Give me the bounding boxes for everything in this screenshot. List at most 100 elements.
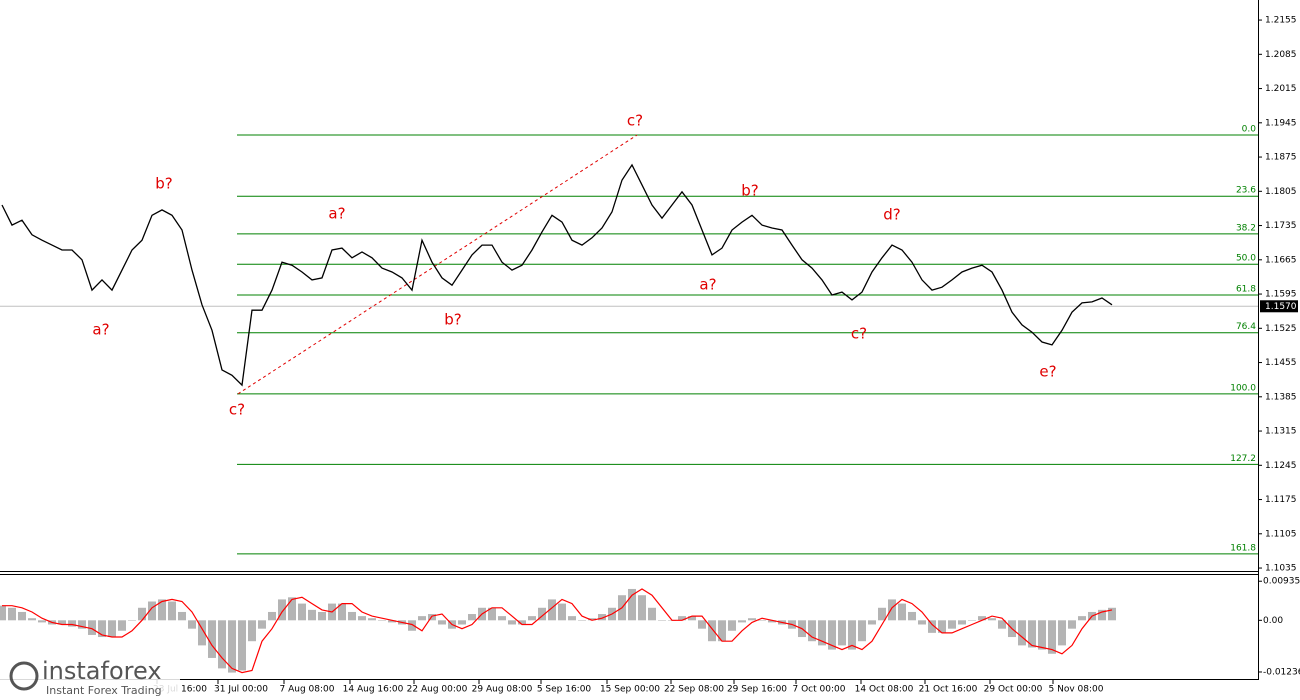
histogram-bar xyxy=(318,611,326,621)
histogram-bar xyxy=(208,620,216,658)
histogram-bar xyxy=(998,620,1006,629)
histogram-bar xyxy=(238,620,246,671)
wave-label: b? xyxy=(155,175,172,193)
wave-label: c? xyxy=(229,401,245,419)
histogram-bar xyxy=(348,611,356,621)
last-price-box xyxy=(1260,300,1298,313)
wave-label: a? xyxy=(92,321,109,339)
histogram-bar xyxy=(818,620,826,646)
osc-y-tick-label: 0.00 xyxy=(1263,616,1283,626)
y-tick-label: 1.1945 xyxy=(1265,118,1297,128)
histogram-bar xyxy=(8,607,16,621)
y-tick-label: 1.1665 xyxy=(1265,255,1297,265)
histogram-bar xyxy=(708,620,716,642)
wave-label: a? xyxy=(328,205,345,223)
histogram-bar xyxy=(278,599,286,621)
x-tick-label: 29 Aug 08:00 xyxy=(472,685,533,695)
y-tick-label: 1.1805 xyxy=(1265,187,1297,197)
histogram-bar xyxy=(718,620,726,642)
histogram-bar xyxy=(188,620,196,629)
histogram-bar xyxy=(1018,620,1026,646)
histogram-bar xyxy=(418,616,426,621)
histogram-bar xyxy=(858,620,866,642)
histogram-bar xyxy=(828,620,836,650)
histogram-bar xyxy=(0,605,6,621)
histogram-bar xyxy=(938,620,946,633)
histogram-bar xyxy=(408,620,416,631)
histogram-bar xyxy=(508,620,516,625)
histogram-bar xyxy=(288,597,296,621)
histogram-bar xyxy=(578,620,586,621)
y-tick-label: 1.2155 xyxy=(1265,16,1297,26)
histogram-bar xyxy=(58,620,66,625)
y-tick-label: 1.2085 xyxy=(1265,50,1297,60)
histogram-bar xyxy=(1068,620,1076,629)
histogram-bar xyxy=(368,618,376,621)
wave-label: c? xyxy=(851,325,867,343)
last-price-label: 1.1570 xyxy=(1265,302,1297,312)
wave-label: c? xyxy=(627,112,643,130)
histogram-bar xyxy=(198,620,206,646)
logo-tagline: Instant Forex Trading xyxy=(46,684,162,697)
x-tick-label: 15 Sep 00:00 xyxy=(600,685,660,695)
histogram-bar xyxy=(658,620,666,621)
y-tick-label: 1.1735 xyxy=(1265,221,1297,231)
histogram-bar xyxy=(218,620,226,669)
y-tick-label: 1.1595 xyxy=(1265,290,1297,300)
histogram-bar xyxy=(698,620,706,629)
histogram-bar xyxy=(108,620,116,638)
histogram-bar xyxy=(808,620,816,642)
histogram-bar xyxy=(758,620,766,621)
histogram-bar xyxy=(358,616,366,621)
histogram-bar xyxy=(338,603,346,621)
logo-icon xyxy=(9,661,39,691)
histogram-bar xyxy=(1098,609,1106,621)
wave-label: d? xyxy=(883,206,900,224)
x-tick-label: 31 Jul 00:00 xyxy=(214,685,268,695)
y-tick-label: 1.1525 xyxy=(1265,324,1297,334)
wave-label: e? xyxy=(1039,363,1056,381)
histogram-bar xyxy=(148,601,156,621)
histogram-bar xyxy=(688,616,696,621)
x-tick-label: 7 Aug 08:00 xyxy=(280,685,335,695)
histogram-bar xyxy=(548,599,556,621)
histogram-bar xyxy=(918,620,926,625)
y-tick-label: 1.1385 xyxy=(1265,392,1297,402)
fib-label: 50.0 xyxy=(1236,254,1256,264)
histogram-bar xyxy=(248,620,256,642)
fib-label: 38.2 xyxy=(1236,223,1256,233)
histogram-bar xyxy=(728,620,736,631)
x-tick-label: 14 Aug 16:00 xyxy=(343,685,404,695)
histogram-bar xyxy=(518,620,526,625)
y-tick-label: 1.1875 xyxy=(1265,153,1297,163)
histogram-bar xyxy=(168,601,176,621)
x-tick-label: 22 Aug 00:00 xyxy=(407,685,468,695)
logo-name: instaforex xyxy=(42,657,162,685)
histogram-bar xyxy=(18,611,26,621)
x-tick-label: 29 Oct 00:00 xyxy=(984,685,1043,695)
histogram-bar xyxy=(768,620,776,623)
fib-label: 100.0 xyxy=(1230,383,1256,393)
x-tick-label: 5 Nov 08:00 xyxy=(1049,685,1104,695)
histogram-bar xyxy=(598,614,606,621)
histogram-bar xyxy=(988,618,996,621)
x-tick-label: 7 Oct 00:00 xyxy=(793,685,846,695)
histogram-bar xyxy=(738,620,746,623)
fib-label: 23.6 xyxy=(1236,186,1256,196)
logo-backdrop xyxy=(0,655,180,700)
histogram-bar xyxy=(1058,620,1066,646)
osc-y-tick-label: -0.01236 xyxy=(1263,667,1300,677)
histogram-bar xyxy=(748,618,756,621)
histogram-bar xyxy=(178,611,186,621)
histogram-bar xyxy=(958,620,966,625)
y-tick-label: 1.1315 xyxy=(1265,427,1297,437)
histogram-bar xyxy=(898,603,906,621)
y-tick-label: 1.1455 xyxy=(1265,358,1297,368)
histogram-bar xyxy=(678,616,686,621)
fib-trendline xyxy=(237,134,638,395)
histogram-bar xyxy=(528,616,536,621)
histogram-bar xyxy=(468,614,476,621)
histogram-bar xyxy=(558,603,566,621)
